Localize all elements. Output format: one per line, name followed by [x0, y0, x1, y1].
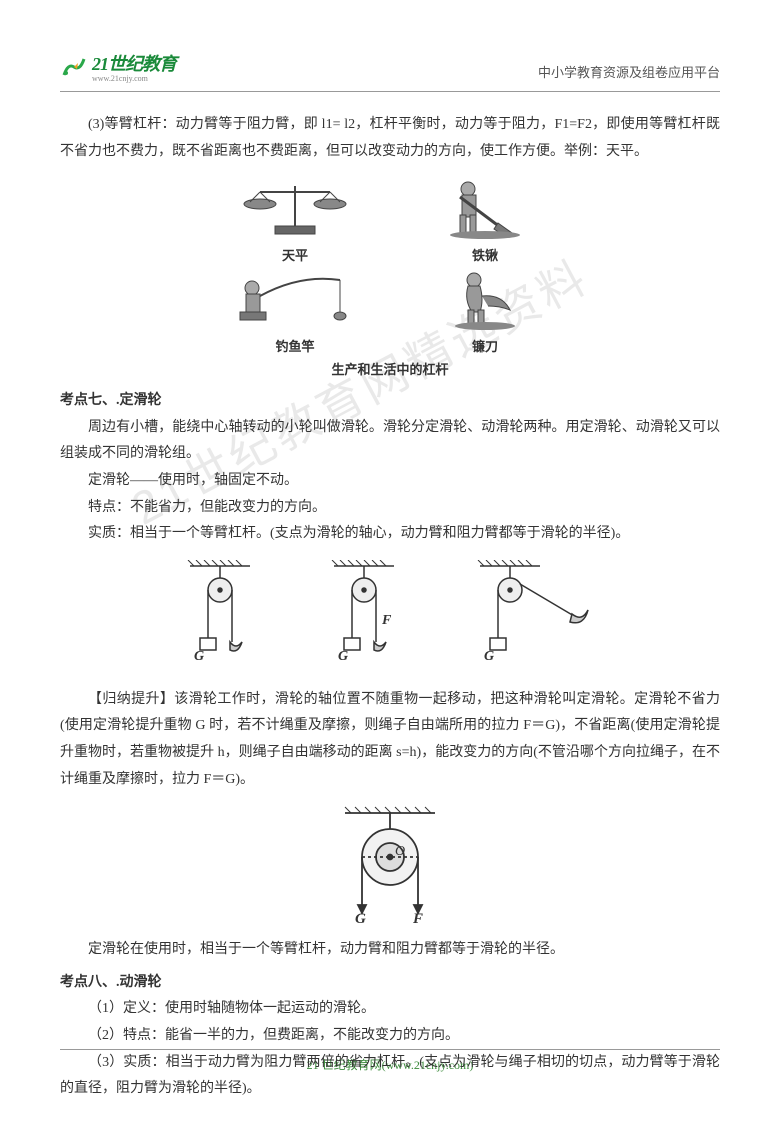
svg-text:G: G [355, 911, 366, 925]
svg-text:O: O [395, 844, 405, 859]
para-equal-arm-lever: (3)等臂杠杆：动力臂等于阻力臂，即 l1= l2，杠杆平衡时，动力等于阻力，F… [60, 112, 720, 165]
section7-p1: 周边有小槽，能绕中心轴转动的小轮叫做滑轮。滑轮分定滑轮、动滑轮两种。用定滑轮、动… [60, 415, 720, 468]
header-right-text: 中小学教育资源及组卷应用平台 [538, 50, 720, 81]
balance-label: 天平 [205, 245, 385, 264]
main-content: (3)等臂杠杆：动力臂等于阻力臂，即 l1= l2，杠杆平衡时，动力等于阻力，F… [60, 112, 720, 1103]
section7-summary: 【归纳提升】该滑轮工作时，滑轮的轴位置不随重物一起移动，把这种滑轮叫定滑轮。定滑… [60, 687, 720, 793]
pulley-diagram-icon: G [470, 560, 600, 675]
section8-p3: （3）实质：相当于动力臂为阻力臂两倍的省力杠杆。(支点为滑轮与绳子相切的切点，动… [60, 1050, 720, 1103]
shovel-label: 铁锹 [395, 245, 575, 264]
logo-text: 21世纪教育 www.21cnjy.com [92, 50, 176, 83]
section-8-title: 考点八、.动滑轮 [60, 970, 720, 997]
section7-p4: 实质：相当于一个等臂杠杆。(支点为滑轮的轴心，动力臂和阻力臂都等于滑轮的半径)。 [60, 521, 720, 548]
svg-text:F: F [381, 613, 392, 628]
pulley-diagram-icon: G [180, 560, 270, 675]
section-7-title: 考点七、.定滑轮 [60, 388, 720, 415]
section7-p3: 特点：不能省力，但能改变力的方向。 [60, 495, 720, 522]
section8-p2: （2）特点：能省一半的力，但费距离，不能改变力的方向。 [60, 1023, 720, 1050]
svg-text:G: G [194, 649, 204, 664]
svg-text:G: G [484, 649, 494, 664]
section7-p6: 定滑轮在使用时，相当于一个等臂杠杆，动力臂和阻力臂都等于滑轮的半径。 [60, 937, 720, 964]
balance-scale-icon [205, 173, 385, 243]
pulley-diagram-icon: G F [320, 560, 420, 675]
sickle-label: 镰刀 [395, 336, 575, 355]
figure-caption: 生产和生活中的杠杆 [200, 359, 580, 378]
shovel-icon [395, 173, 575, 243]
section8-p1: （1）定义：使用时轴随物体一起运动的滑轮。 [60, 996, 720, 1023]
fishing-rod-label: 钓鱼竿 [205, 336, 385, 355]
header-divider [60, 91, 720, 92]
sickle-icon [395, 264, 575, 334]
section7-p2: 定滑轮——使用时，轴固定不动。 [60, 468, 720, 495]
fixed-pulley-diagrams: G G [60, 560, 720, 675]
lever-examples-figure: 天平 铁锹 [200, 173, 580, 378]
fishing-rod-icon [205, 264, 385, 334]
logo-icon [60, 53, 88, 81]
logo-block: 21世纪教育 www.21cnjy.com [60, 50, 176, 83]
logo-sub-text: www.21cnjy.com [92, 74, 176, 83]
svg-text:G: G [338, 649, 348, 664]
page-header: 21世纪教育 www.21cnjy.com 中小学教育资源及组卷应用平台 [60, 50, 720, 83]
pulley-lever-diagram: O G F [60, 805, 720, 925]
logo-main-text: 21世纪教育 [92, 54, 176, 74]
svg-text:F: F [412, 911, 423, 925]
